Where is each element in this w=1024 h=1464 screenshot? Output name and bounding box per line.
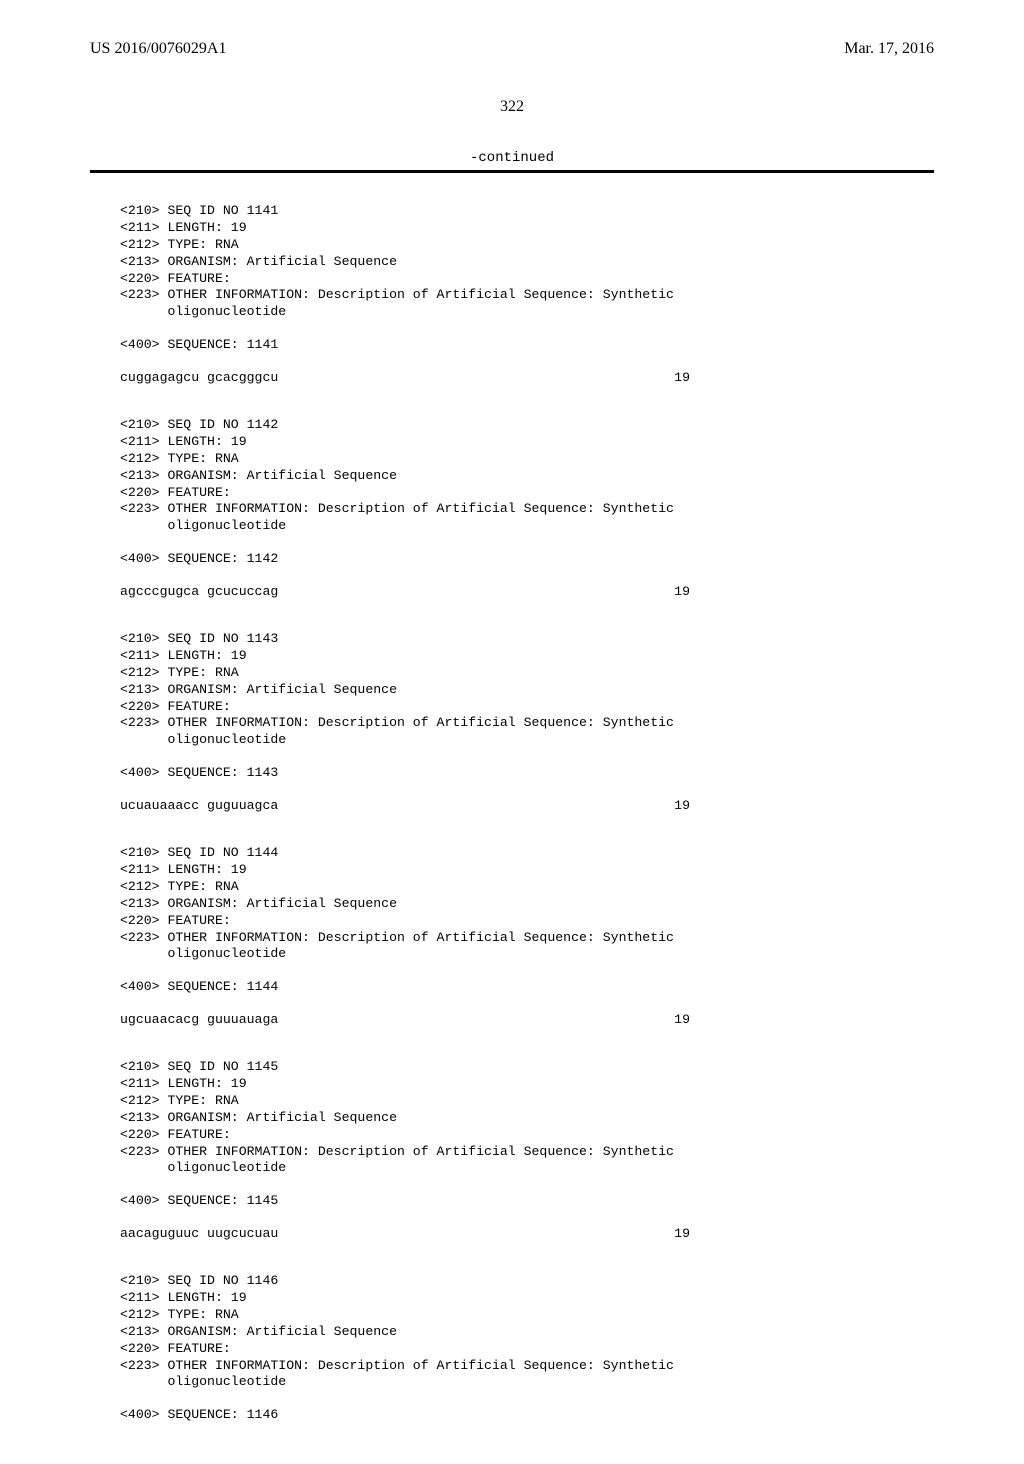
spacer <box>120 749 934 765</box>
sequence-row: ucuauaaacc guguuagca 19 <box>120 798 690 815</box>
sequence-row: agcccgugca gcucuccag 19 <box>120 584 690 601</box>
sequence-length: 19 <box>674 370 690 387</box>
spacer <box>120 1177 934 1193</box>
page-number: 322 <box>90 98 934 116</box>
spacer <box>120 387 934 417</box>
seq-entry-meta: <210> SEQ ID NO 1146 <211> LENGTH: 19 <2… <box>120 1273 934 1391</box>
sequence-text: agcccgugca gcucuccag <box>120 584 278 601</box>
spacer <box>120 1243 934 1273</box>
spacer <box>120 963 934 979</box>
seq-header-line: <400> SEQUENCE: 1143 <box>120 765 934 782</box>
sequence-row: cuggagagcu gcacgggcu 19 <box>120 370 690 387</box>
seq-entry-meta: <210> SEQ ID NO 1145 <211> LENGTH: 19 <2… <box>120 1059 934 1177</box>
sequence-text: aacaguguuc uugcucuau <box>120 1226 278 1243</box>
seq-entry-meta: <210> SEQ ID NO 1141 <211> LENGTH: 19 <2… <box>120 203 934 321</box>
seq-header-line: <400> SEQUENCE: 1141 <box>120 337 934 354</box>
spacer <box>120 535 934 551</box>
page-header: US 2016/0076029A1 Mar. 17, 2016 <box>90 40 934 58</box>
sequence-text: ucuauaaacc guguuagca <box>120 798 278 815</box>
sequence-length: 19 <box>674 798 690 815</box>
seq-header-line: <400> SEQUENCE: 1144 <box>120 979 934 996</box>
sequence-length: 19 <box>674 584 690 601</box>
spacer <box>120 782 934 798</box>
continued-label: -continued <box>90 150 934 166</box>
seq-header-line: <400> SEQUENCE: 1142 <box>120 551 934 568</box>
spacer <box>120 354 934 370</box>
spacer <box>120 815 934 845</box>
sequence-row: aacaguguuc uugcucuau 19 <box>120 1226 690 1243</box>
spacer <box>120 321 934 337</box>
seq-entry-meta: <210> SEQ ID NO 1143 <211> LENGTH: 19 <2… <box>120 631 934 749</box>
seq-entry-meta: <210> SEQ ID NO 1144 <211> LENGTH: 19 <2… <box>120 845 934 963</box>
seq-header-line: <400> SEQUENCE: 1145 <box>120 1193 934 1210</box>
sequence-text: cuggagagcu gcacgggcu <box>120 370 278 387</box>
page-container: US 2016/0076029A1 Mar. 17, 2016 322 -con… <box>0 0 1024 1464</box>
sequence-length: 19 <box>674 1012 690 1029</box>
spacer <box>120 1029 934 1059</box>
publication-date: Mar. 17, 2016 <box>844 40 934 58</box>
sequence-length: 19 <box>674 1226 690 1243</box>
sequence-listing: <210> SEQ ID NO 1141 <211> LENGTH: 19 <2… <box>90 203 934 1424</box>
sequence-text: ugcuaacacg guuuauaga <box>120 1012 278 1029</box>
spacer <box>120 601 934 631</box>
spacer <box>120 1391 934 1407</box>
spacer <box>120 996 934 1012</box>
publication-number: US 2016/0076029A1 <box>90 40 226 58</box>
spacer <box>120 568 934 584</box>
rule-top-thick <box>90 171 934 173</box>
sequence-row: ugcuaacacg guuuauaga 19 <box>120 1012 690 1029</box>
seq-header-line: <400> SEQUENCE: 1146 <box>120 1407 934 1424</box>
seq-entry-meta: <210> SEQ ID NO 1142 <211> LENGTH: 19 <2… <box>120 417 934 535</box>
spacer <box>120 1210 934 1226</box>
